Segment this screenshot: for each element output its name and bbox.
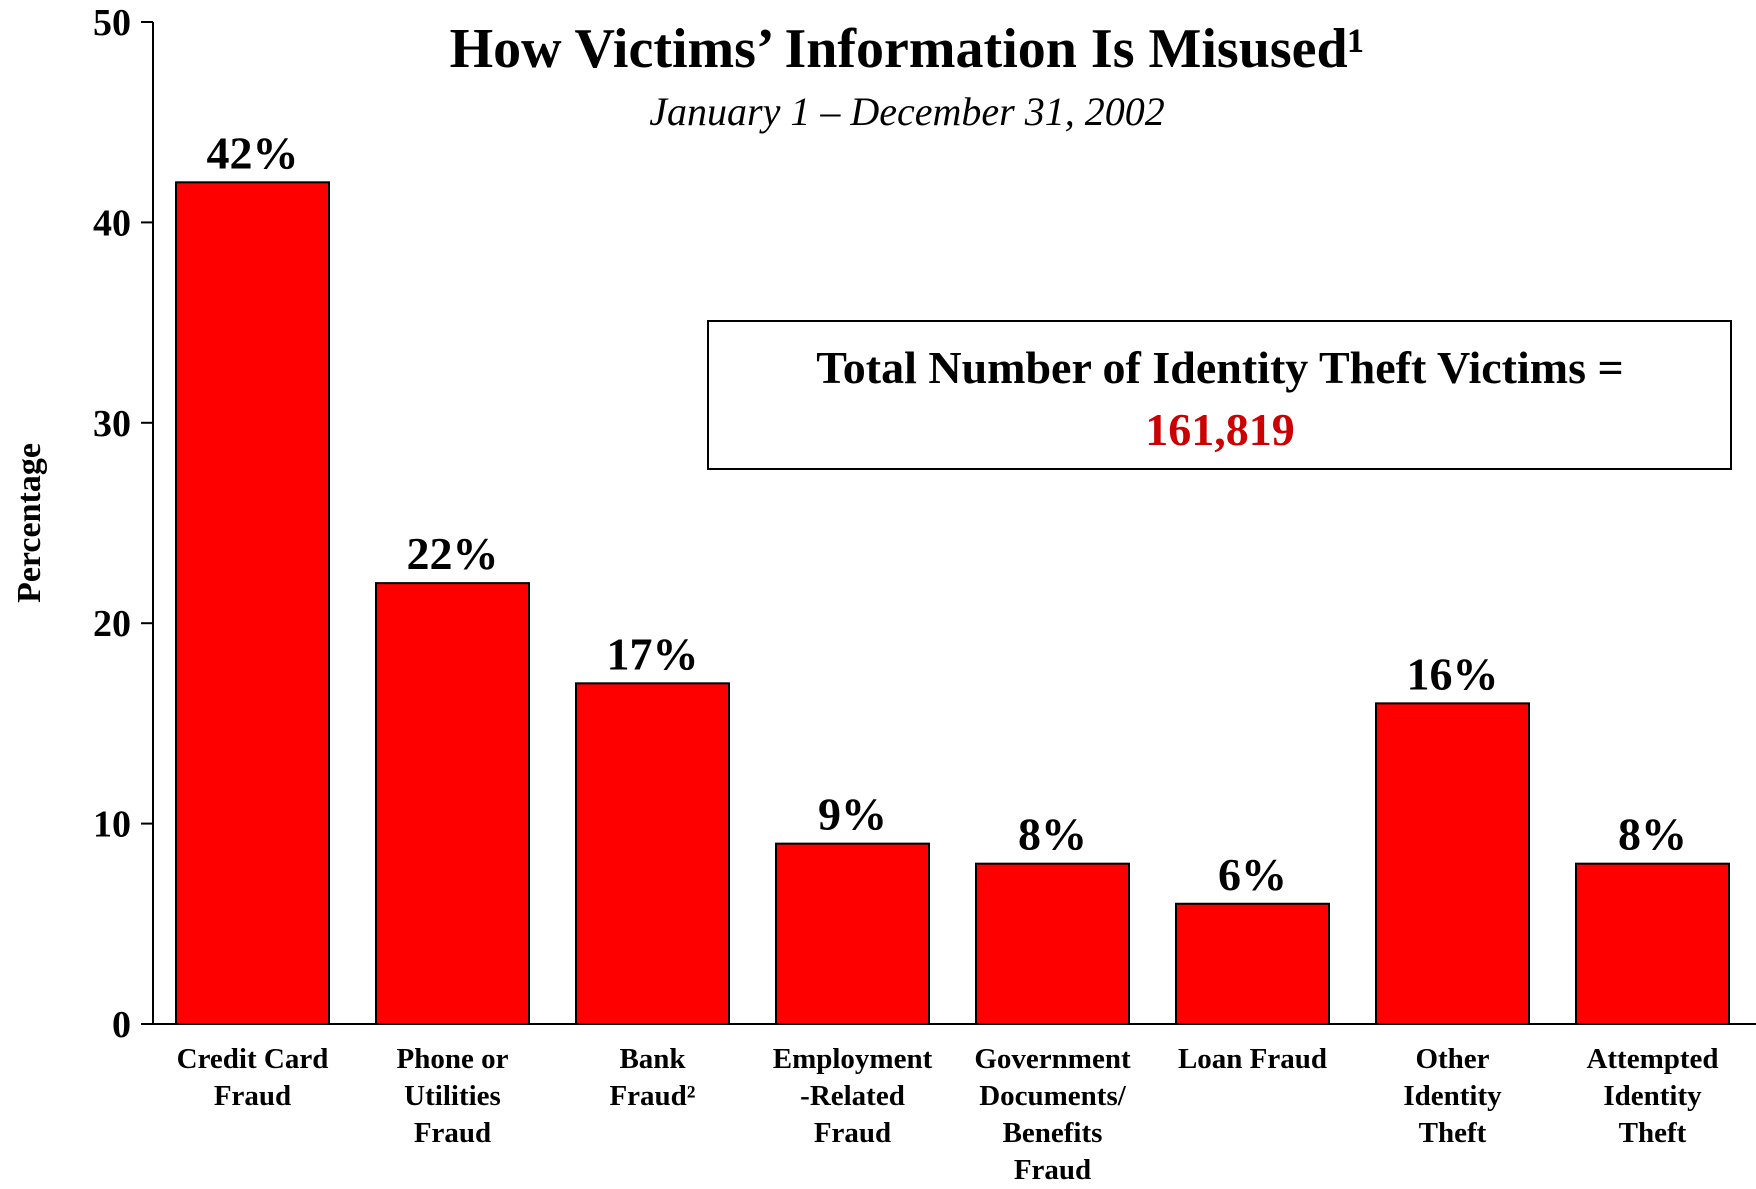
bar xyxy=(175,181,330,1025)
y-tick-label: 50 xyxy=(93,2,131,44)
annotation-box xyxy=(707,320,1732,470)
annotation-highlight: 161,819 xyxy=(1145,404,1295,455)
y-tick-label: 30 xyxy=(93,403,131,445)
value-label: 6% xyxy=(1218,849,1287,900)
x-tick-label: Government Documents/ Benefits Fraud xyxy=(974,1043,1131,1186)
x-tick-label: Phone or Utilities Fraud xyxy=(396,1043,509,1149)
x-tick-label: Bank Fraud² xyxy=(609,1043,696,1112)
y-axis-label: Percentage xyxy=(11,443,48,603)
value-label: 16% xyxy=(1407,648,1499,699)
x-tick-label: Credit Card Fraud xyxy=(176,1043,329,1112)
value-label: 8% xyxy=(1618,809,1687,860)
y-tick-label: 40 xyxy=(93,202,131,244)
x-tick-label: Employment -Related Fraud xyxy=(772,1043,933,1149)
y-tick-label: 0 xyxy=(112,1004,131,1046)
chart-subtitle: January 1 – December 31, 2002 xyxy=(649,89,1164,134)
value-label: 22% xyxy=(407,528,499,579)
value-label: 9% xyxy=(818,789,887,840)
bar xyxy=(1575,862,1730,1025)
y-tick-label: 10 xyxy=(93,804,131,846)
value-label: 17% xyxy=(607,628,699,679)
value-label: 8% xyxy=(1018,809,1087,860)
x-tick-label: Attempted Identity Theft xyxy=(1586,1043,1719,1149)
value-label: 42% xyxy=(207,127,299,178)
bar xyxy=(775,842,930,1026)
bar xyxy=(975,862,1130,1025)
annotation-text: Total Number of Identity Theft Victims = xyxy=(816,342,1623,393)
chart-title: How Victims’ Information Is Misused¹ xyxy=(450,18,1365,80)
x-tick-label: Other Identity Theft xyxy=(1403,1043,1502,1149)
bar xyxy=(375,582,530,1025)
bar xyxy=(1375,702,1530,1025)
bar xyxy=(575,682,730,1025)
bar xyxy=(1175,902,1330,1026)
y-tick-label: 20 xyxy=(93,603,131,645)
x-tick-label: Loan Fraud xyxy=(1177,1043,1328,1075)
